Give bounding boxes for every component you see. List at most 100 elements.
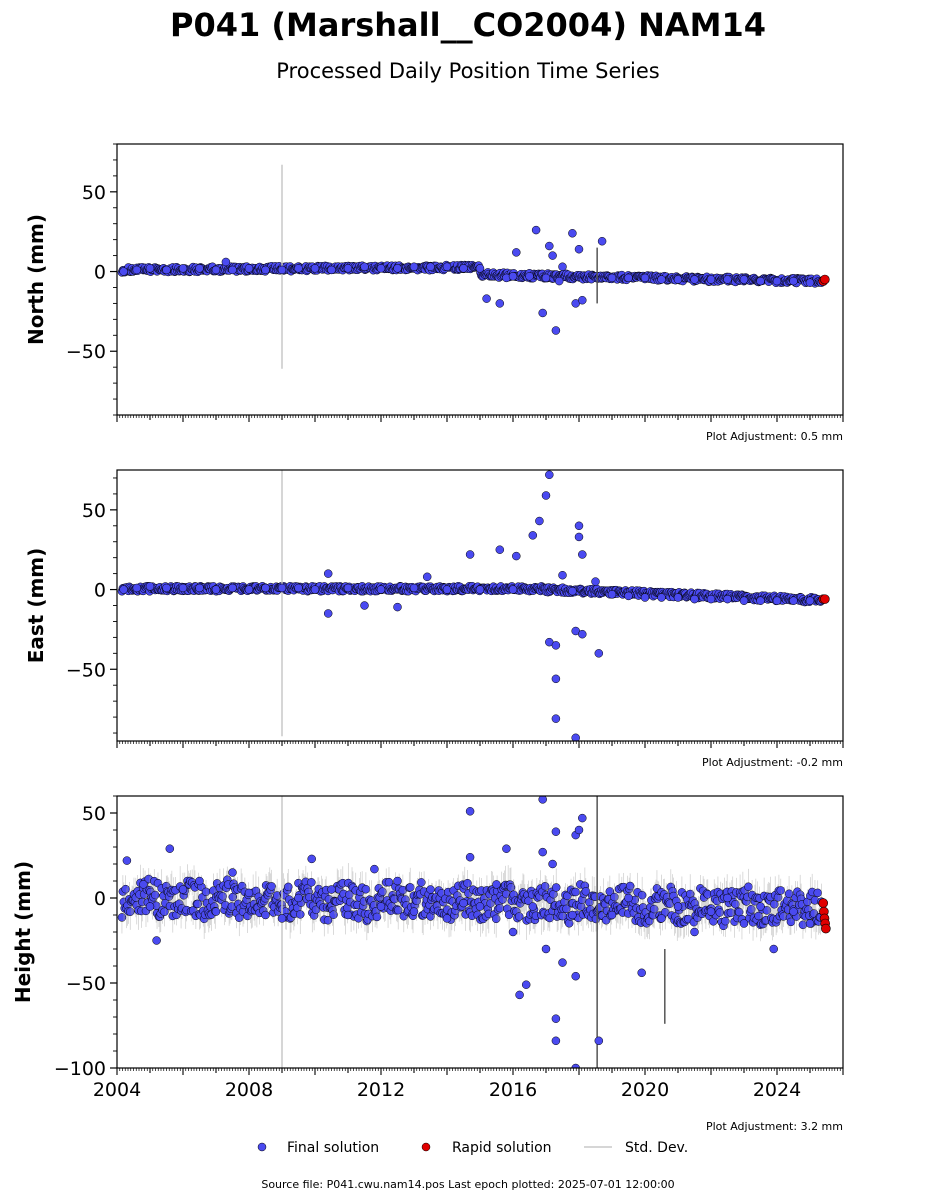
panel-east-plot-area	[117, 470, 830, 741]
legend: Final solution Rapid solution Std. Dev.	[257, 1140, 688, 1156]
panel-height-final-point	[541, 944, 551, 954]
panel-north-final-point	[541, 273, 551, 283]
panel-east-final-point	[495, 545, 505, 554]
panel-height-final-point	[261, 910, 270, 920]
panel-height-final-point	[195, 876, 204, 886]
panel-north-final-point	[376, 264, 386, 273]
panel-height-final-point	[594, 1036, 604, 1046]
panel-height-final-point	[277, 914, 287, 923]
panel-east-final-point	[244, 585, 254, 594]
panel-height-final-point	[657, 914, 666, 923]
panel-north-final-point	[261, 265, 270, 275]
panel-north-final-point	[508, 272, 518, 281]
panel-east-final-point	[551, 714, 561, 723]
panel-east-final-point	[574, 532, 584, 542]
panel-height-final-point	[376, 902, 386, 911]
panel-height-final-point	[706, 907, 716, 916]
panel-north-final-point	[607, 273, 617, 283]
panel-height-final-point	[370, 864, 379, 874]
panel-north-final-point	[789, 276, 798, 286]
panel-east-final-point	[211, 585, 221, 594]
panel-east-ytick-label: −50	[66, 659, 106, 681]
panel-north-final-point	[132, 265, 142, 275]
panel-north-final-point	[119, 267, 128, 276]
panel-height-final-point	[789, 907, 798, 916]
panel-height-final-point	[244, 888, 254, 898]
panel-east-ytick-label: 50	[82, 500, 106, 522]
panel-east-final-point	[145, 582, 155, 591]
panel-north-final-point	[195, 264, 204, 273]
panel-height-final-point	[637, 968, 646, 978]
panel-north-rapid-point	[820, 274, 830, 285]
panel-height-final-point	[307, 854, 316, 864]
legend-rapid-marker	[421, 1142, 431, 1152]
panel-north-final-point	[228, 265, 237, 275]
panel-east-final-point	[739, 596, 749, 605]
panel-east-final-point	[228, 583, 237, 593]
panel-east-rapid-point	[820, 594, 830, 604]
panel-height-final-point	[528, 902, 538, 911]
panel-east-final-point	[261, 583, 270, 593]
panel-north-final-point	[805, 278, 815, 287]
panel-north-plot-area	[117, 164, 830, 369]
panel-height-rapid-point	[821, 923, 831, 934]
panel-height-final-point	[327, 885, 336, 894]
panel-height-final-point	[574, 825, 584, 835]
panel-east-final-point	[571, 733, 580, 741]
panel-height-final-point	[805, 919, 815, 928]
panel-height-final-point	[465, 807, 475, 816]
panel-north-final-point	[360, 262, 369, 271]
panel-height-xtick-label: 2020	[621, 1079, 669, 1101]
panel-height-ytick-label: 0	[94, 888, 106, 910]
panel-height-final-point	[145, 902, 155, 911]
panel-east-final-point	[789, 596, 798, 605]
panel-north-final-point	[558, 262, 567, 271]
panel-height-final-point	[538, 847, 547, 857]
panel-height-final-point	[558, 958, 567, 967]
panel-height-final-point	[739, 919, 749, 928]
panel-height-rapid-point	[818, 898, 829, 908]
panel-height-final-point	[769, 944, 778, 954]
panel-height-ytick-label: −50	[66, 973, 106, 995]
panel-height-final-point	[426, 885, 435, 894]
panel-east-final-point	[657, 593, 666, 602]
panel-north-final-point	[475, 264, 485, 273]
panel-north-ytick-label: −50	[66, 341, 106, 363]
panel-height-final-point	[551, 1036, 561, 1046]
panel-north-final-point	[482, 294, 491, 303]
panel-east-final-point	[772, 596, 782, 605]
panel-east-frame	[116, 469, 844, 742]
panel-height-xtick-label: 2008	[225, 1079, 273, 1101]
panel-height-plot-area	[117, 796, 831, 1068]
panel-east-final-point	[360, 601, 369, 610]
panel-east-final-point	[323, 609, 333, 618]
panel-east-final-point	[706, 594, 716, 604]
panel-north-ytick-label: 50	[82, 182, 106, 204]
panel-height-final-point	[409, 907, 419, 916]
source-footnote: Source file: P041.cwu.nam14.pos Last epo…	[261, 1178, 674, 1191]
panel-height-final-point	[294, 893, 303, 903]
chart-title: P041 (Marshall__CO2004) NAM14	[170, 6, 766, 44]
panel-north-final-point	[442, 262, 452, 271]
panel-north-final-point	[756, 276, 765, 286]
panel-height-final-point	[568, 910, 577, 920]
panel-north-final-point	[772, 276, 782, 286]
panel-east-final-point	[528, 531, 538, 540]
panel-north-final-point	[495, 299, 505, 308]
panel-east-ytick-label: 0	[94, 580, 106, 602]
panel-east-final-point	[422, 572, 432, 582]
panel-height-xtick-label: 2016	[489, 1079, 537, 1101]
panel-north-final-point	[327, 265, 336, 275]
panel-east-final-point	[178, 583, 188, 593]
panel-east-final-point	[277, 583, 287, 593]
panel-east-final-point	[132, 583, 142, 593]
panel-north-final-point	[512, 248, 521, 257]
panel-east-final-point	[442, 585, 452, 594]
panel-height-final-point	[756, 902, 765, 911]
panel-north-final-point	[739, 275, 749, 284]
panel-north-final-point	[294, 264, 303, 273]
panel-height-final-point	[178, 885, 188, 894]
legend-rapid-label: Rapid solution	[452, 1140, 552, 1156]
